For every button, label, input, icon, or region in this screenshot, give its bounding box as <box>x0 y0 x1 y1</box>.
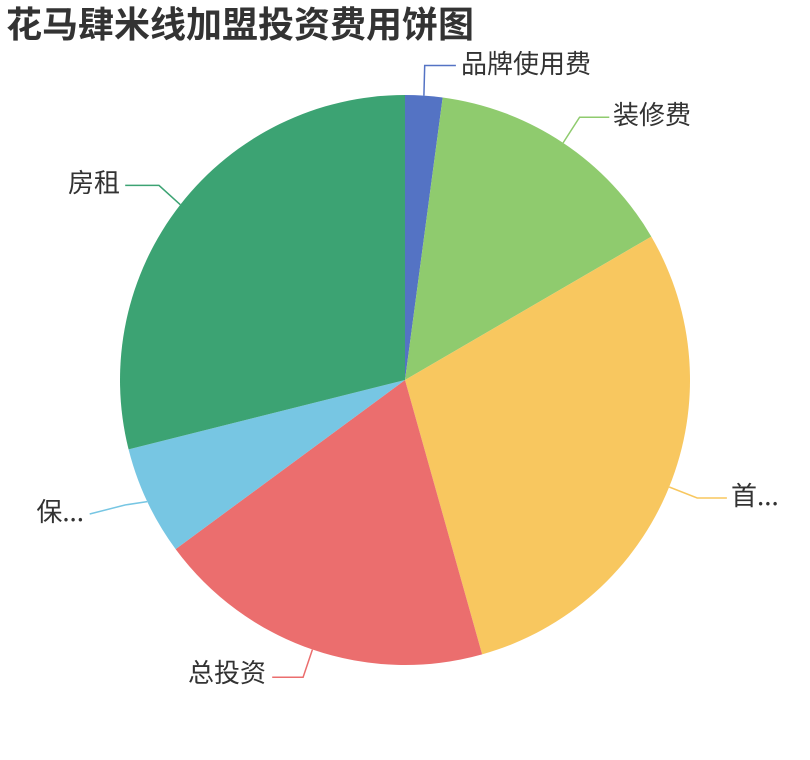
svg-text:装修费: 装修费 <box>613 95 691 132</box>
svg-text:保...: 保... <box>36 492 84 529</box>
svg-text:房租: 房租 <box>68 163 120 200</box>
svg-text:首...: 首... <box>731 476 779 513</box>
svg-text:品牌使用费: 品牌使用费 <box>461 44 591 81</box>
svg-text:总投资: 总投资 <box>188 653 266 690</box>
